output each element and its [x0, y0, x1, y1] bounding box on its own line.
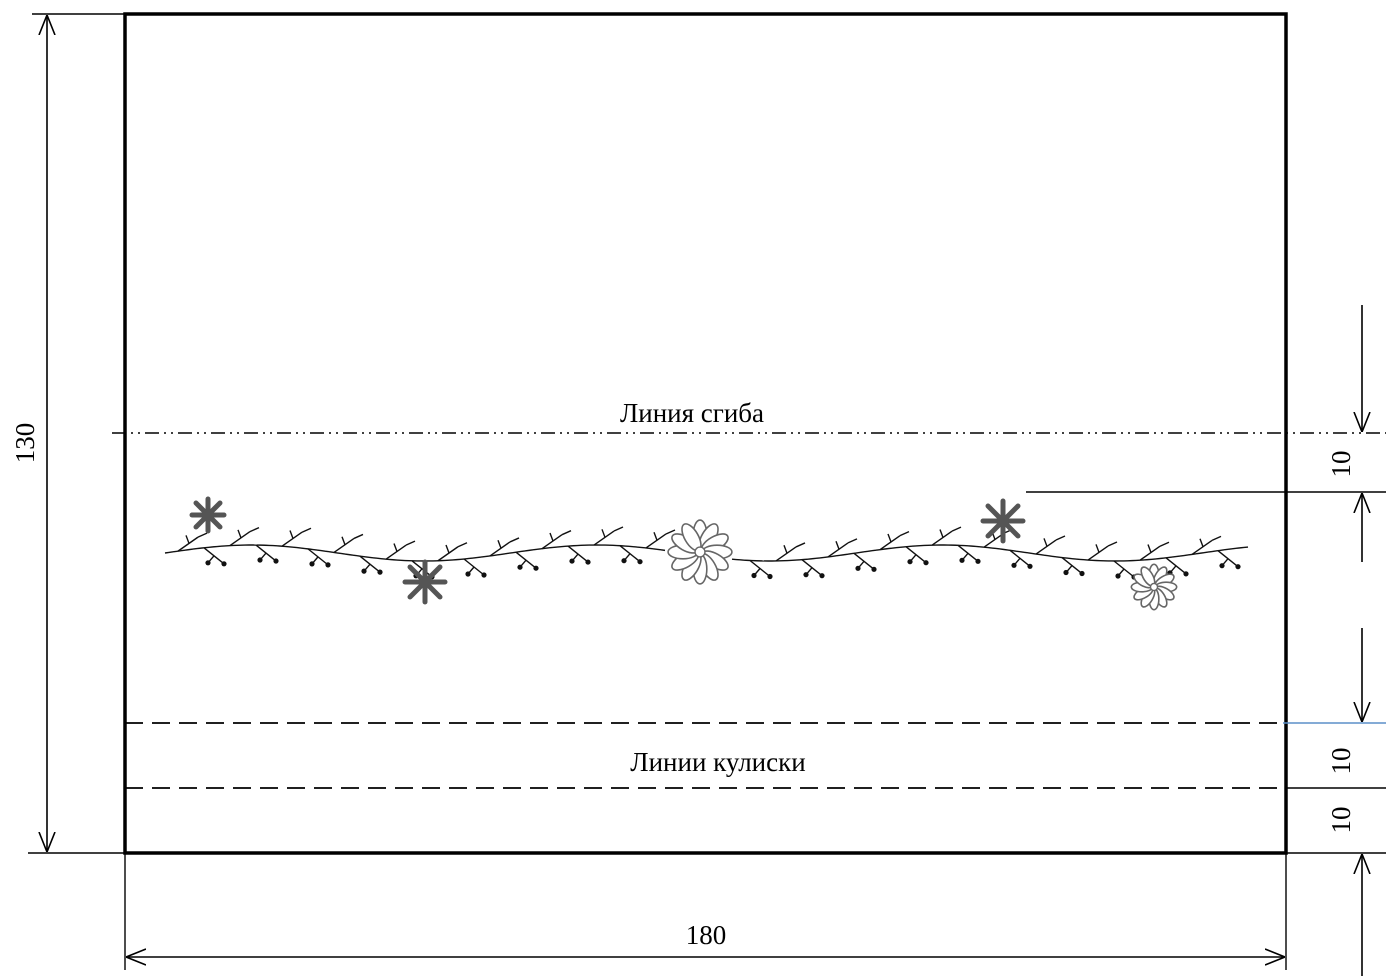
drawstring-gap-label: 10 [1326, 748, 1356, 775]
embroidery-ornament [164, 496, 1249, 611]
snowflake-icon [402, 559, 448, 605]
fold-line-label: Линия сгиба [620, 398, 764, 428]
snowflake-icon [189, 496, 227, 534]
snowflake-icon [980, 498, 1026, 544]
height-dimension-label: 130 [10, 423, 40, 464]
flower-icon [1130, 563, 1178, 611]
drawstring-lines-label: Линии кулиски [630, 747, 805, 777]
bottom-gap-label: 10 [1326, 807, 1356, 834]
flower-icon [667, 519, 733, 585]
vine-branches [164, 526, 1249, 578]
fold-offset-label: 10 [1326, 451, 1356, 478]
width-dimension-label: 180 [686, 920, 727, 950]
